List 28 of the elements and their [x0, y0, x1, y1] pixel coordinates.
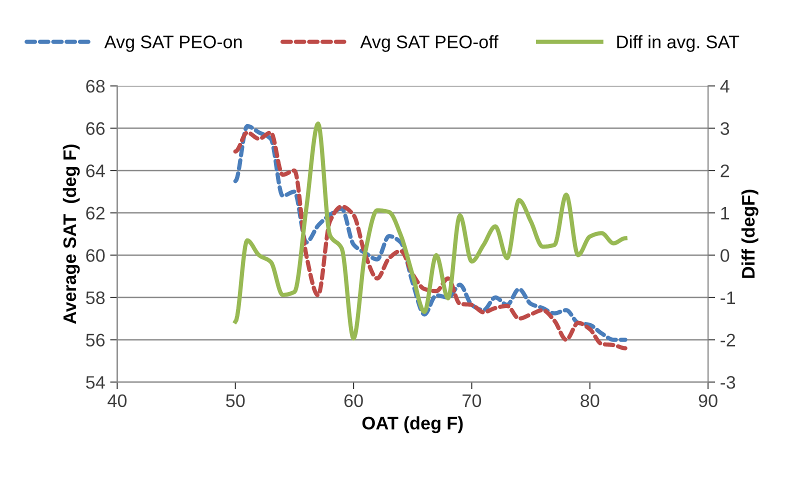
y2-tick-label: 2 [720, 164, 729, 178]
y2-tick-label: 1 [721, 206, 730, 220]
y-tick-label: 60 [86, 249, 105, 262]
y-axis-title: Average SAT (deg F) [62, 144, 80, 324]
y2-tick-label: -1 [720, 292, 736, 304]
y2-tick-label: 4 [720, 80, 730, 92]
legend-label: Diff in avg. SAT [617, 35, 740, 52]
x-tick-label: 70 [462, 394, 482, 408]
y-tick-label: 58 [86, 291, 105, 304]
y2-tick-label: -3 [720, 376, 736, 389]
legend-label: Avg SAT PEO-on [104, 36, 242, 52]
y2-tick-label: 0 [720, 249, 730, 262]
x-tick-label: 80 [580, 394, 600, 408]
y-tick-label: 66 [86, 122, 105, 135]
y-tick-label: 56 [86, 334, 105, 346]
y2-tick-label: 3 [720, 122, 730, 135]
y-tick-label: 64 [86, 164, 105, 178]
y-tick-label: 54 [86, 376, 105, 389]
x-tick-label: 60 [344, 394, 363, 408]
x-tick-label: 90 [698, 394, 718, 408]
y-tick-label: 68 [86, 80, 105, 93]
x-tick-label: 40 [108, 394, 127, 408]
x-axis-title: OAT (deg F) [362, 416, 463, 434]
y-tick-label: 62 [86, 206, 105, 220]
y2-tick-label: -2 [720, 334, 735, 346]
y2-axis-title: Diff (degF) [741, 190, 758, 278]
x-tick-label: 50 [226, 394, 245, 408]
legend-label: Avg SAT PEO-off [360, 35, 498, 52]
